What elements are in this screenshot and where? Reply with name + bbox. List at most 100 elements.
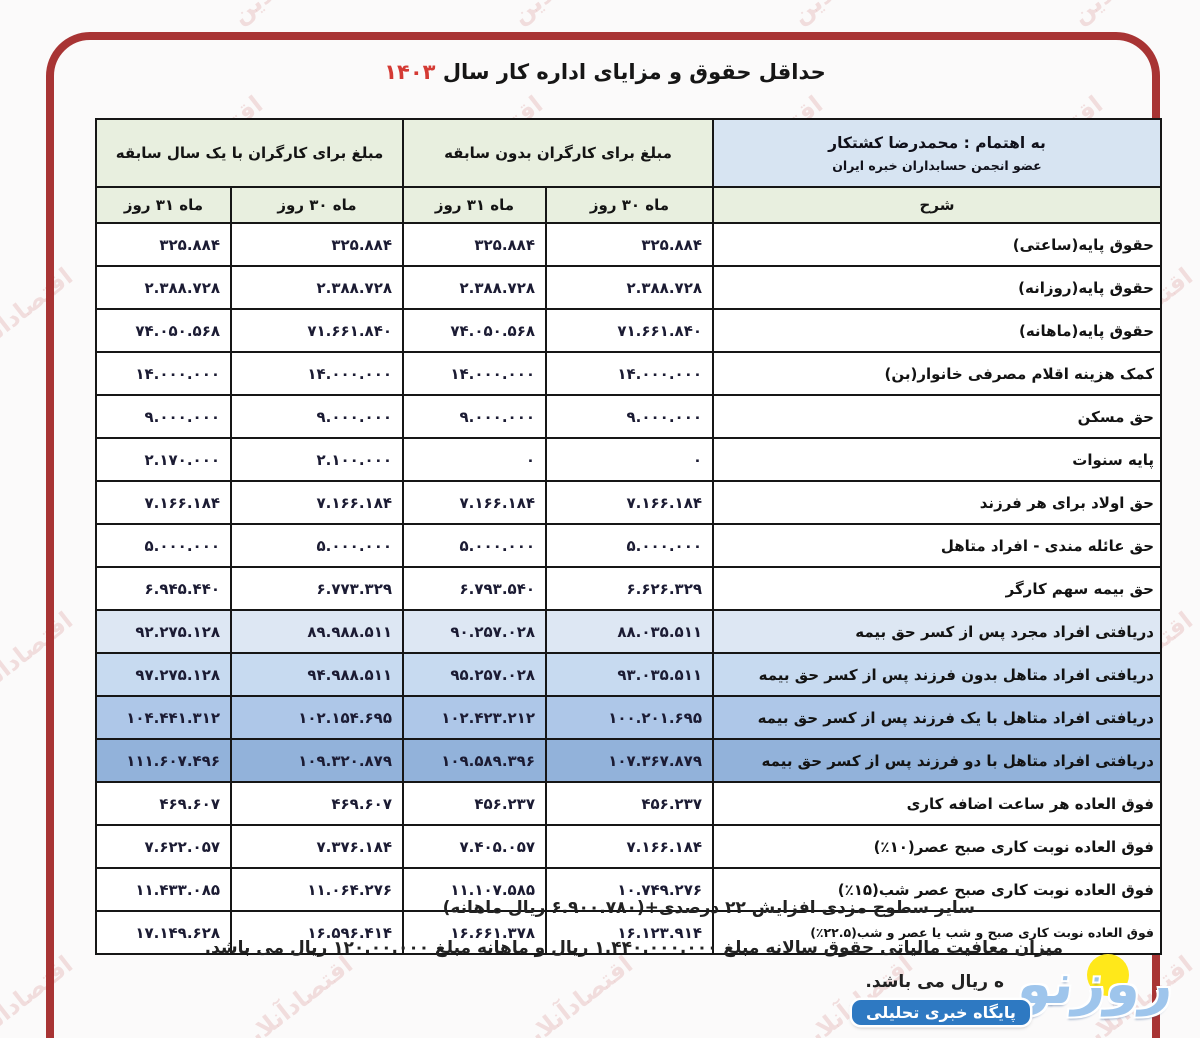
value-cell: ۰: [402, 437, 547, 482]
value-cell: ۴۵۶.۲۳۷: [545, 781, 714, 826]
value-cell: ۱۶.۵۹۶.۴۱۴: [230, 910, 404, 955]
row-label: حقوق پایه(ساعتی): [712, 222, 1162, 267]
table-row: حقوق پایه(ماهانه) ۷۱.۶۶۱.۸۴۰ ۷۴.۰۵۰.۵۶۸ ۷۱.…: [95, 308, 1162, 353]
row-label: حق اولاد برای هر فرزند: [712, 480, 1162, 525]
value-cell: ۹۵.۲۵۷.۰۲۸: [402, 652, 547, 697]
value-cell: ۳۲۵.۸۸۴: [402, 222, 547, 267]
value-cell: ۷.۱۶۶.۱۸۴: [95, 480, 232, 525]
value-cell: ۷.۱۶۶.۱۸۴: [545, 824, 714, 869]
value-cell: ۹.۰۰۰.۰۰۰: [402, 394, 547, 439]
row-label: دریافتی افراد مجرد پس از کسر حق بیمه: [712, 609, 1162, 654]
footer-note-currency: ه ریال می باشد.: [865, 972, 1004, 992]
value-cell: ۴۶۹.۶۰۷: [230, 781, 404, 826]
value-cell: ۱۱.۰۶۴.۲۷۶: [230, 867, 404, 912]
logo-sun-icon: [1087, 954, 1129, 996]
table-row: حقوق پایه(روزانه) ۲.۳۸۸.۷۲۸ ۲.۳۸۸.۷۲۸ ۲.۳۸۸…: [95, 265, 1162, 310]
subheader-31day-2: ماه ۳۱ روز: [95, 186, 232, 224]
row-label: کمک هزینه اقلام مصرفی خانوار(بن): [712, 351, 1162, 396]
row-label: پایه سنوات: [712, 437, 1162, 482]
value-cell: ۷.۶۲۲.۰۵۷: [95, 824, 232, 869]
table-row: فوق العاده نوبت کاری صبح عصر شب(۱۵٪) ۱۰.۷…: [95, 867, 1162, 912]
value-cell: ۶.۶۲۶.۳۲۹: [545, 566, 714, 611]
value-cell: ۷.۳۷۶.۱۸۴: [230, 824, 404, 869]
title-text: حداقل حقوق و مزایای اداره کار سال: [442, 60, 826, 84]
value-cell: ۵.۰۰۰.۰۰۰: [402, 523, 547, 568]
logo-tagline: پایگاه خبری تحلیلی: [852, 1000, 1030, 1025]
title-year: ۱۴۰۳: [384, 60, 436, 84]
value-cell: ۰: [545, 437, 714, 482]
value-cell: ۱۶.۶۶۱.۳۷۸: [402, 910, 547, 955]
value-cell: ۱۰۷.۳۶۷.۸۷۹: [545, 738, 714, 783]
value-cell: ۱۰۲.۱۵۴.۶۹۵: [230, 695, 404, 740]
value-cell: ۳۲۵.۸۸۴: [545, 222, 714, 267]
value-cell: ۸۹.۹۸۸.۵۱۱: [230, 609, 404, 654]
value-cell: ۷.۴۰۵.۰۵۷: [402, 824, 547, 869]
value-cell: ۵.۰۰۰.۰۰۰: [95, 523, 232, 568]
value-cell: ۲.۳۸۸.۷۲۸: [95, 265, 232, 310]
value-cell: ۳۲۵.۸۸۴: [95, 222, 232, 267]
table-row: حقوق پایه(ساعتی) ۳۲۵.۸۸۴ ۳۲۵.۸۸۴ ۳۲۵.۸۸۴ ۳۲۵…: [95, 222, 1162, 267]
attribution-name: به اهتمام : محمدرضا کشتکار: [828, 133, 1046, 152]
attribution-cell: به اهتمام : محمدرضا کشتکار عضو انجمن حسا…: [712, 118, 1162, 188]
value-cell: ۹.۰۰۰.۰۰۰: [545, 394, 714, 439]
watermark-text: اقتصادآنلاین: [507, 0, 638, 30]
value-cell: ۹۲.۲۷۵.۱۲۸: [95, 609, 232, 654]
value-cell: ۱۶.۱۲۳.۹۱۴: [545, 910, 714, 955]
value-cell: ۹۴.۹۸۸.۵۱۱: [230, 652, 404, 697]
subheader-30day-1: ماه ۳۰ روز: [545, 186, 714, 224]
value-cell: ۲.۱۰۰.۰۰۰: [230, 437, 404, 482]
value-cell: ۲.۳۸۸.۷۲۸: [230, 265, 404, 310]
value-cell: ۱۴.۰۰۰.۰۰۰: [545, 351, 714, 396]
row-label: حق مسکن: [712, 394, 1162, 439]
row-label: فوق العاده نوبت کاری صبح عصر(۱۰٪): [712, 824, 1162, 869]
watermark-text: اقتصادآنلاین: [787, 0, 918, 30]
value-cell: ۱۰۲.۴۲۳.۲۱۲: [402, 695, 547, 740]
value-cell: ۱۰۹.۳۲۰.۸۷۹: [230, 738, 404, 783]
value-cell: ۷.۱۶۶.۱۸۴: [545, 480, 714, 525]
value-cell: ۷.۱۶۶.۱۸۴: [230, 480, 404, 525]
table-row: دریافتی افراد متاهل بدون فرزند پس از کسر…: [95, 652, 1162, 697]
watermark-text: اقتصادآنلاین: [0, 0, 78, 30]
row-label: دریافتی افراد متاهل بدون فرزند پس از کسر…: [712, 652, 1162, 697]
row-label: فوق العاده نوبت کاری صبح عصر شب(۱۵٪): [712, 867, 1162, 912]
table-row: دریافتی افراد متاهل با دو فرزند پس از کس…: [95, 738, 1162, 783]
watermark-text: اقتصادآنلاین: [1067, 0, 1198, 30]
value-cell: ۶.۷۹۳.۵۴۰: [402, 566, 547, 611]
value-cell: ۴۶۹.۶۰۷: [95, 781, 232, 826]
value-cell: ۱۴.۰۰۰.۰۰۰: [95, 351, 232, 396]
row-label: حقوق پایه(ماهانه): [712, 308, 1162, 353]
table-row: حق عائله مندی - افراد متاهل ۵.۰۰۰.۰۰۰ ۵.۰۰…: [95, 523, 1162, 568]
value-cell: ۹۳.۰۳۵.۵۱۱: [545, 652, 714, 697]
table-row: پایه سنوات ۰ ۰ ۲.۱۰۰.۰۰۰ ۲.۱۷۰.۰۰۰: [95, 437, 1162, 482]
value-cell: ۶.۹۴۵.۴۴۰: [95, 566, 232, 611]
page-title: حداقل حقوق و مزایای اداره کار سال ۱۴۰۳: [60, 60, 1150, 84]
table-row: حق اولاد برای هر فرزند ۷.۱۶۶.۱۸۴ ۷.۱۶۶.۱۸۴…: [95, 480, 1162, 525]
value-cell: ۱۰.۷۴۹.۲۷۶: [545, 867, 714, 912]
value-cell: ۹۷.۲۷۵.۱۲۸: [95, 652, 232, 697]
value-cell: ۲.۳۸۸.۷۲۸: [545, 265, 714, 310]
value-cell: ۱۰۰.۲۰۱.۶۹۵: [545, 695, 714, 740]
footer-note-tax-exemption: میزان معافیت مالیاتی حقوق سالانه مبلغ ۱.…: [204, 938, 1063, 958]
subheader-31day-1: ماه ۳۱ روز: [402, 186, 547, 224]
table-row: فوق العاده هر ساعت اضافه کاری ۴۵۶.۲۳۷ ۴۵۶.…: [95, 781, 1162, 826]
subheader-30day-2: ماه ۳۰ روز: [230, 186, 404, 224]
value-cell: ۶.۷۷۳.۳۲۹: [230, 566, 404, 611]
row-label: دریافتی افراد متاهل با دو فرزند پس از کس…: [712, 738, 1162, 783]
table-row: کمک هزینه اقلام مصرفی خانوار(بن) ۱۴.۰۰۰.۰…: [95, 351, 1162, 396]
row-label: دریافتی افراد متاهل با یک فرزند پس از کس…: [712, 695, 1162, 740]
row-label: فوق العاده نوبت کاری صبح و شب یا عصر و ش…: [712, 910, 1162, 955]
row-label: حق بیمه سهم کارگر: [712, 566, 1162, 611]
value-cell: ۱۱۱.۶۰۷.۴۹۶: [95, 738, 232, 783]
table-row: فوق العاده نوبت کاری صبح عصر(۱۰٪) ۷.۱۶۶.۱…: [95, 824, 1162, 869]
value-cell: ۴۵۶.۲۳۷: [402, 781, 547, 826]
logo-wordmark: روزنو: [1014, 952, 1177, 1017]
desc-header: شرح: [712, 186, 1162, 224]
group-no-experience: مبلغ برای کارگران بدون سابقه: [402, 118, 714, 188]
value-cell: ۷۱.۶۶۱.۸۴۰: [230, 308, 404, 353]
value-cell: ۱۰۴.۴۴۱.۳۱۲: [95, 695, 232, 740]
row-label: حق عائله مندی - افراد متاهل: [712, 523, 1162, 568]
value-cell: ۱۴.۰۰۰.۰۰۰: [230, 351, 404, 396]
table-row: دریافتی افراد متاهل با یک فرزند پس از کس…: [95, 695, 1162, 740]
table-row: دریافتی افراد مجرد پس از کسر حق بیمه ۸۸.۰…: [95, 609, 1162, 654]
